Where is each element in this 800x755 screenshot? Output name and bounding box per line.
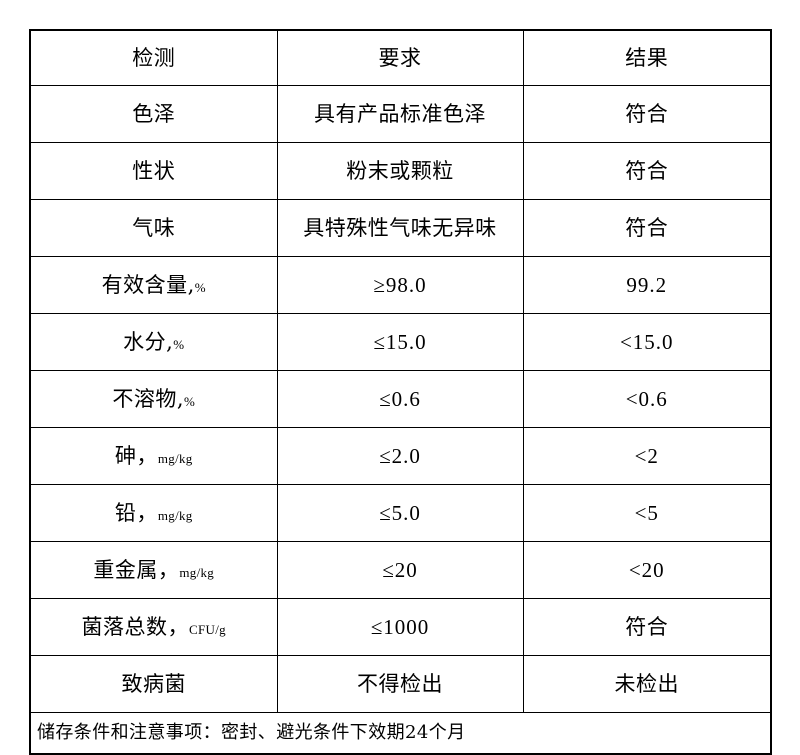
cell-result: <0.6 [522, 370, 772, 428]
result-value: 符合 [625, 614, 669, 639]
item-unit: mg/kg [157, 507, 193, 523]
cell-result: 99.2 [522, 256, 772, 314]
requirement-value: ≤15.0 [373, 329, 427, 354]
item-name: 性状 [132, 158, 176, 183]
table-row: 性状 粉末或颗粒 符合 [29, 142, 772, 200]
cell-requirement: 具有产品标准色泽 [276, 85, 524, 143]
requirement-value: ≤2.0 [379, 443, 421, 468]
cell-result: <20 [522, 541, 772, 599]
cell-result: 符合 [522, 85, 772, 143]
cell-item: 不溶物,% [29, 370, 278, 428]
cell-requirement: ≤0.6 [276, 370, 524, 428]
cell-result: <2 [522, 427, 772, 485]
item-name: 菌落总数， [81, 614, 190, 639]
item-unit: mg/kg [157, 450, 193, 466]
table-row: 不溶物,% ≤0.6 <0.6 [29, 370, 772, 428]
table-row: 有效含量,% ≥98.0 99.2 [29, 256, 772, 314]
cell-result: <5 [522, 484, 772, 542]
table-row: 菌落总数，CFU/g ≤1000 符合 [29, 598, 772, 656]
item-unit: % [184, 393, 196, 409]
item-name: 有效含量, [101, 272, 195, 297]
cell-item: 菌落总数，CFU/g [29, 598, 278, 656]
result-value: 99.2 [626, 272, 668, 297]
header-label-requirement: 要求 [378, 45, 422, 70]
cell-requirement: 不得检出 [276, 655, 524, 713]
table-row: 水分,% ≤15.0 <15.0 [29, 313, 772, 371]
result-value: <15.0 [619, 329, 674, 354]
requirement-value: ≤1000 [370, 614, 430, 639]
cell-requirement: 具特殊性气味无异味 [276, 199, 524, 257]
item-name: 色泽 [132, 101, 176, 126]
cell-requirement: 粉末或颗粒 [276, 142, 524, 200]
table-row: 色泽 具有产品标准色泽 符合 [29, 85, 772, 143]
storage-note-text: 储存条件和注意事项：密封、避光条件下效期24个月 [37, 722, 466, 744]
item-name: 水分, [123, 329, 174, 354]
requirement-value: ≥98.0 [373, 272, 427, 297]
result-value: <2 [634, 443, 659, 468]
requirement-value: 不得检出 [357, 671, 443, 696]
cell-item: 重金属，mg/kg [29, 541, 278, 599]
cell-item: 色泽 [29, 85, 278, 143]
item-unit: % [194, 279, 206, 295]
table-row: 致病菌 不得检出 未检出 [29, 655, 772, 713]
cell-requirement: ≤20 [276, 541, 524, 599]
cell-item: 有效含量,% [29, 256, 278, 314]
requirement-value: 具有产品标准色泽 [314, 101, 486, 126]
header-label-result: 结果 [625, 45, 669, 70]
cell-item: 水分,% [29, 313, 278, 371]
cell-item: 铅，mg/kg [29, 484, 278, 542]
table-row: 重金属，mg/kg ≤20 <20 [29, 541, 772, 599]
table-row: 砷，mg/kg ≤2.0 <2 [29, 427, 772, 485]
result-value: <0.6 [625, 386, 668, 411]
item-name: 不溶物, [112, 386, 185, 411]
cell-requirement: ≥98.0 [276, 256, 524, 314]
result-value: 未检出 [614, 671, 679, 696]
cell-result: <15.0 [522, 313, 772, 371]
cell-item: 致病菌 [29, 655, 278, 713]
requirement-value: ≤5.0 [379, 500, 421, 525]
result-value: 符合 [625, 158, 669, 183]
cell-requirement: ≤5.0 [276, 484, 524, 542]
item-unit: mg/kg [179, 564, 215, 580]
item-name: 重金属， [93, 557, 180, 582]
table-row: 气味 具特殊性气味无异味 符合 [29, 199, 772, 257]
item-name: 铅， [114, 500, 158, 525]
item-unit: CFU/g [189, 621, 226, 637]
cell-item: 性状 [29, 142, 278, 200]
item-unit: % [173, 336, 185, 352]
header-cell-requirement: 要求 [276, 29, 524, 86]
result-value: <20 [628, 557, 665, 582]
cell-result: 符合 [522, 598, 772, 656]
table-footer-row: 储存条件和注意事项：密封、避光条件下效期24个月 [29, 712, 772, 755]
table-body: 检测 要求 结果 色泽 具有产品标准色泽 符合 性状 粉末或颗粒 符合 [29, 29, 772, 755]
cell-result: 未检出 [522, 655, 772, 713]
cell-storage-note: 储存条件和注意事项：密封、避光条件下效期24个月 [29, 712, 772, 755]
result-value: <5 [634, 500, 659, 525]
specification-table: 检测 要求 结果 色泽 具有产品标准色泽 符合 性状 粉末或颗粒 符合 [29, 29, 772, 755]
cell-item: 砷，mg/kg [29, 427, 278, 485]
cell-requirement: ≤1000 [276, 598, 524, 656]
cell-item: 气味 [29, 199, 278, 257]
cell-requirement: ≤15.0 [276, 313, 524, 371]
requirement-value: 具特殊性气味无异味 [303, 215, 497, 240]
result-value: 符合 [625, 215, 669, 240]
cell-result: 符合 [522, 142, 772, 200]
requirement-value: ≤20 [382, 557, 418, 582]
header-cell-item: 检测 [29, 29, 278, 86]
table-row: 铅，mg/kg ≤5.0 <5 [29, 484, 772, 542]
result-value: 符合 [625, 101, 669, 126]
cell-requirement: ≤2.0 [276, 427, 524, 485]
cell-result: 符合 [522, 199, 772, 257]
item-name: 砷， [114, 443, 158, 468]
table-header-row: 检测 要求 结果 [29, 29, 772, 86]
requirement-value: 粉末或颗粒 [346, 158, 454, 183]
item-name: 致病菌 [121, 671, 186, 696]
requirement-value: ≤0.6 [379, 386, 421, 411]
header-label-item: 检测 [132, 45, 176, 70]
header-cell-result: 结果 [522, 29, 772, 86]
item-name: 气味 [132, 215, 176, 240]
